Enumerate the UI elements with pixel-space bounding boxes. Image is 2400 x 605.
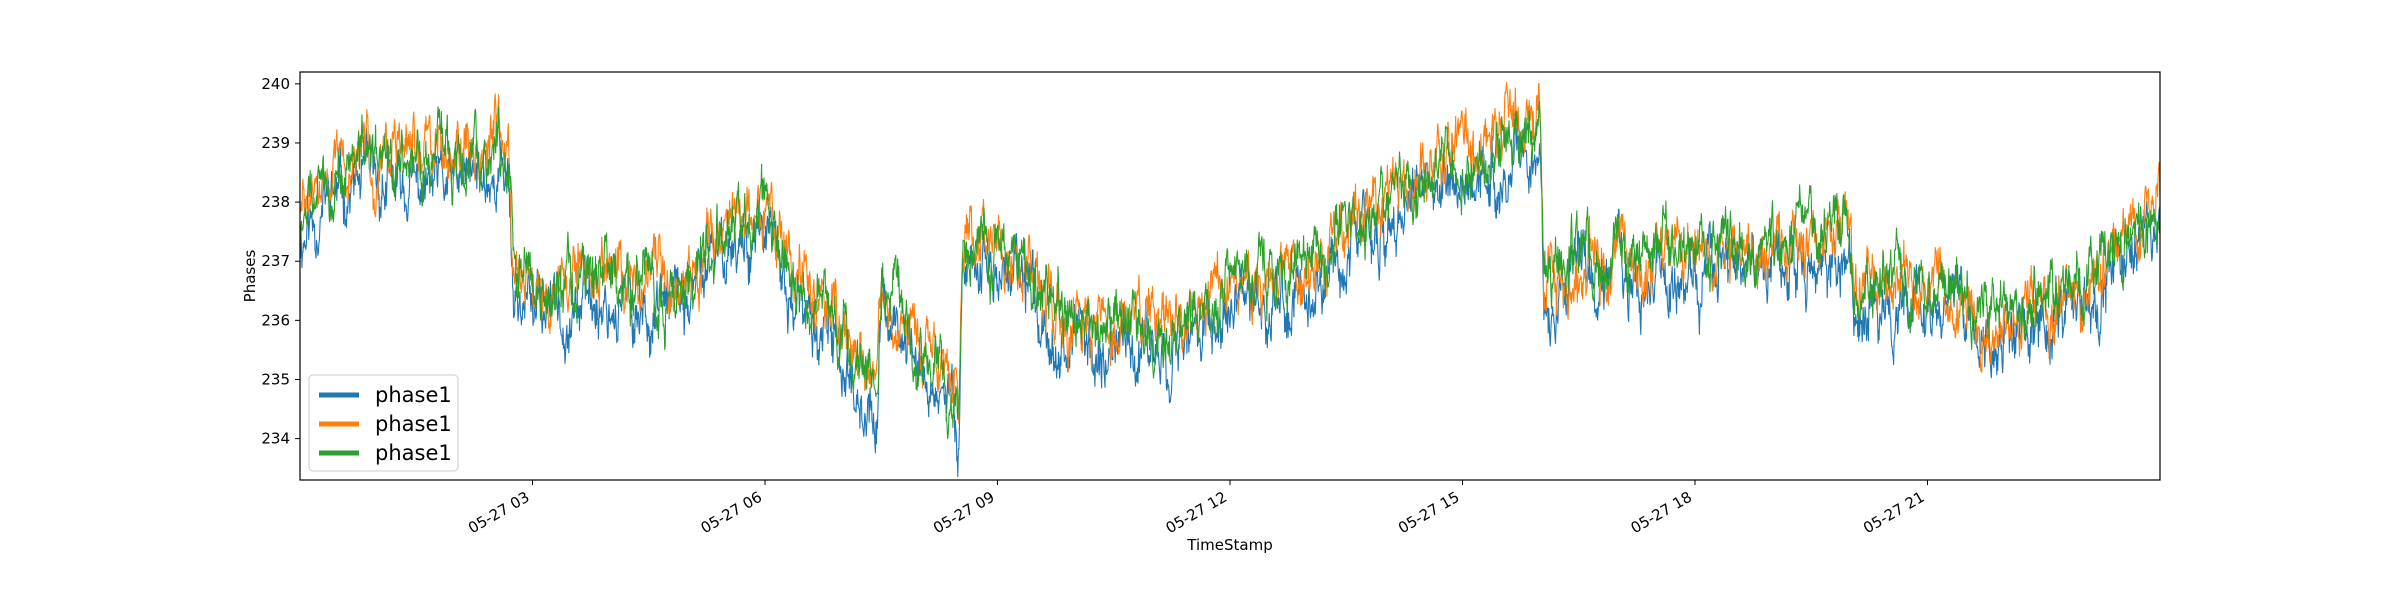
y-tick-label: 240	[261, 75, 290, 93]
legend-label: phase1	[375, 383, 452, 407]
y-tick-label: 236	[261, 311, 290, 329]
plot-frame	[299, 71, 2161, 481]
y-tick-label: 239	[261, 134, 290, 152]
legend-label: phase1	[375, 412, 452, 436]
y-tick-label: 237	[261, 252, 290, 270]
y-tick-label: 235	[261, 370, 290, 388]
y-tick-label: 238	[261, 193, 290, 211]
x-axis-label: TimeStamp	[1186, 536, 1272, 554]
legend-label: phase1	[375, 441, 452, 465]
series-line-3	[299, 100, 2161, 440]
y-axis-label: Phases	[241, 250, 259, 303]
legend: phase1 phase1 phase1	[308, 374, 459, 472]
series-layer	[299, 81, 2161, 478]
y-tick-label: 234	[261, 430, 290, 448]
legend-box	[308, 374, 459, 472]
